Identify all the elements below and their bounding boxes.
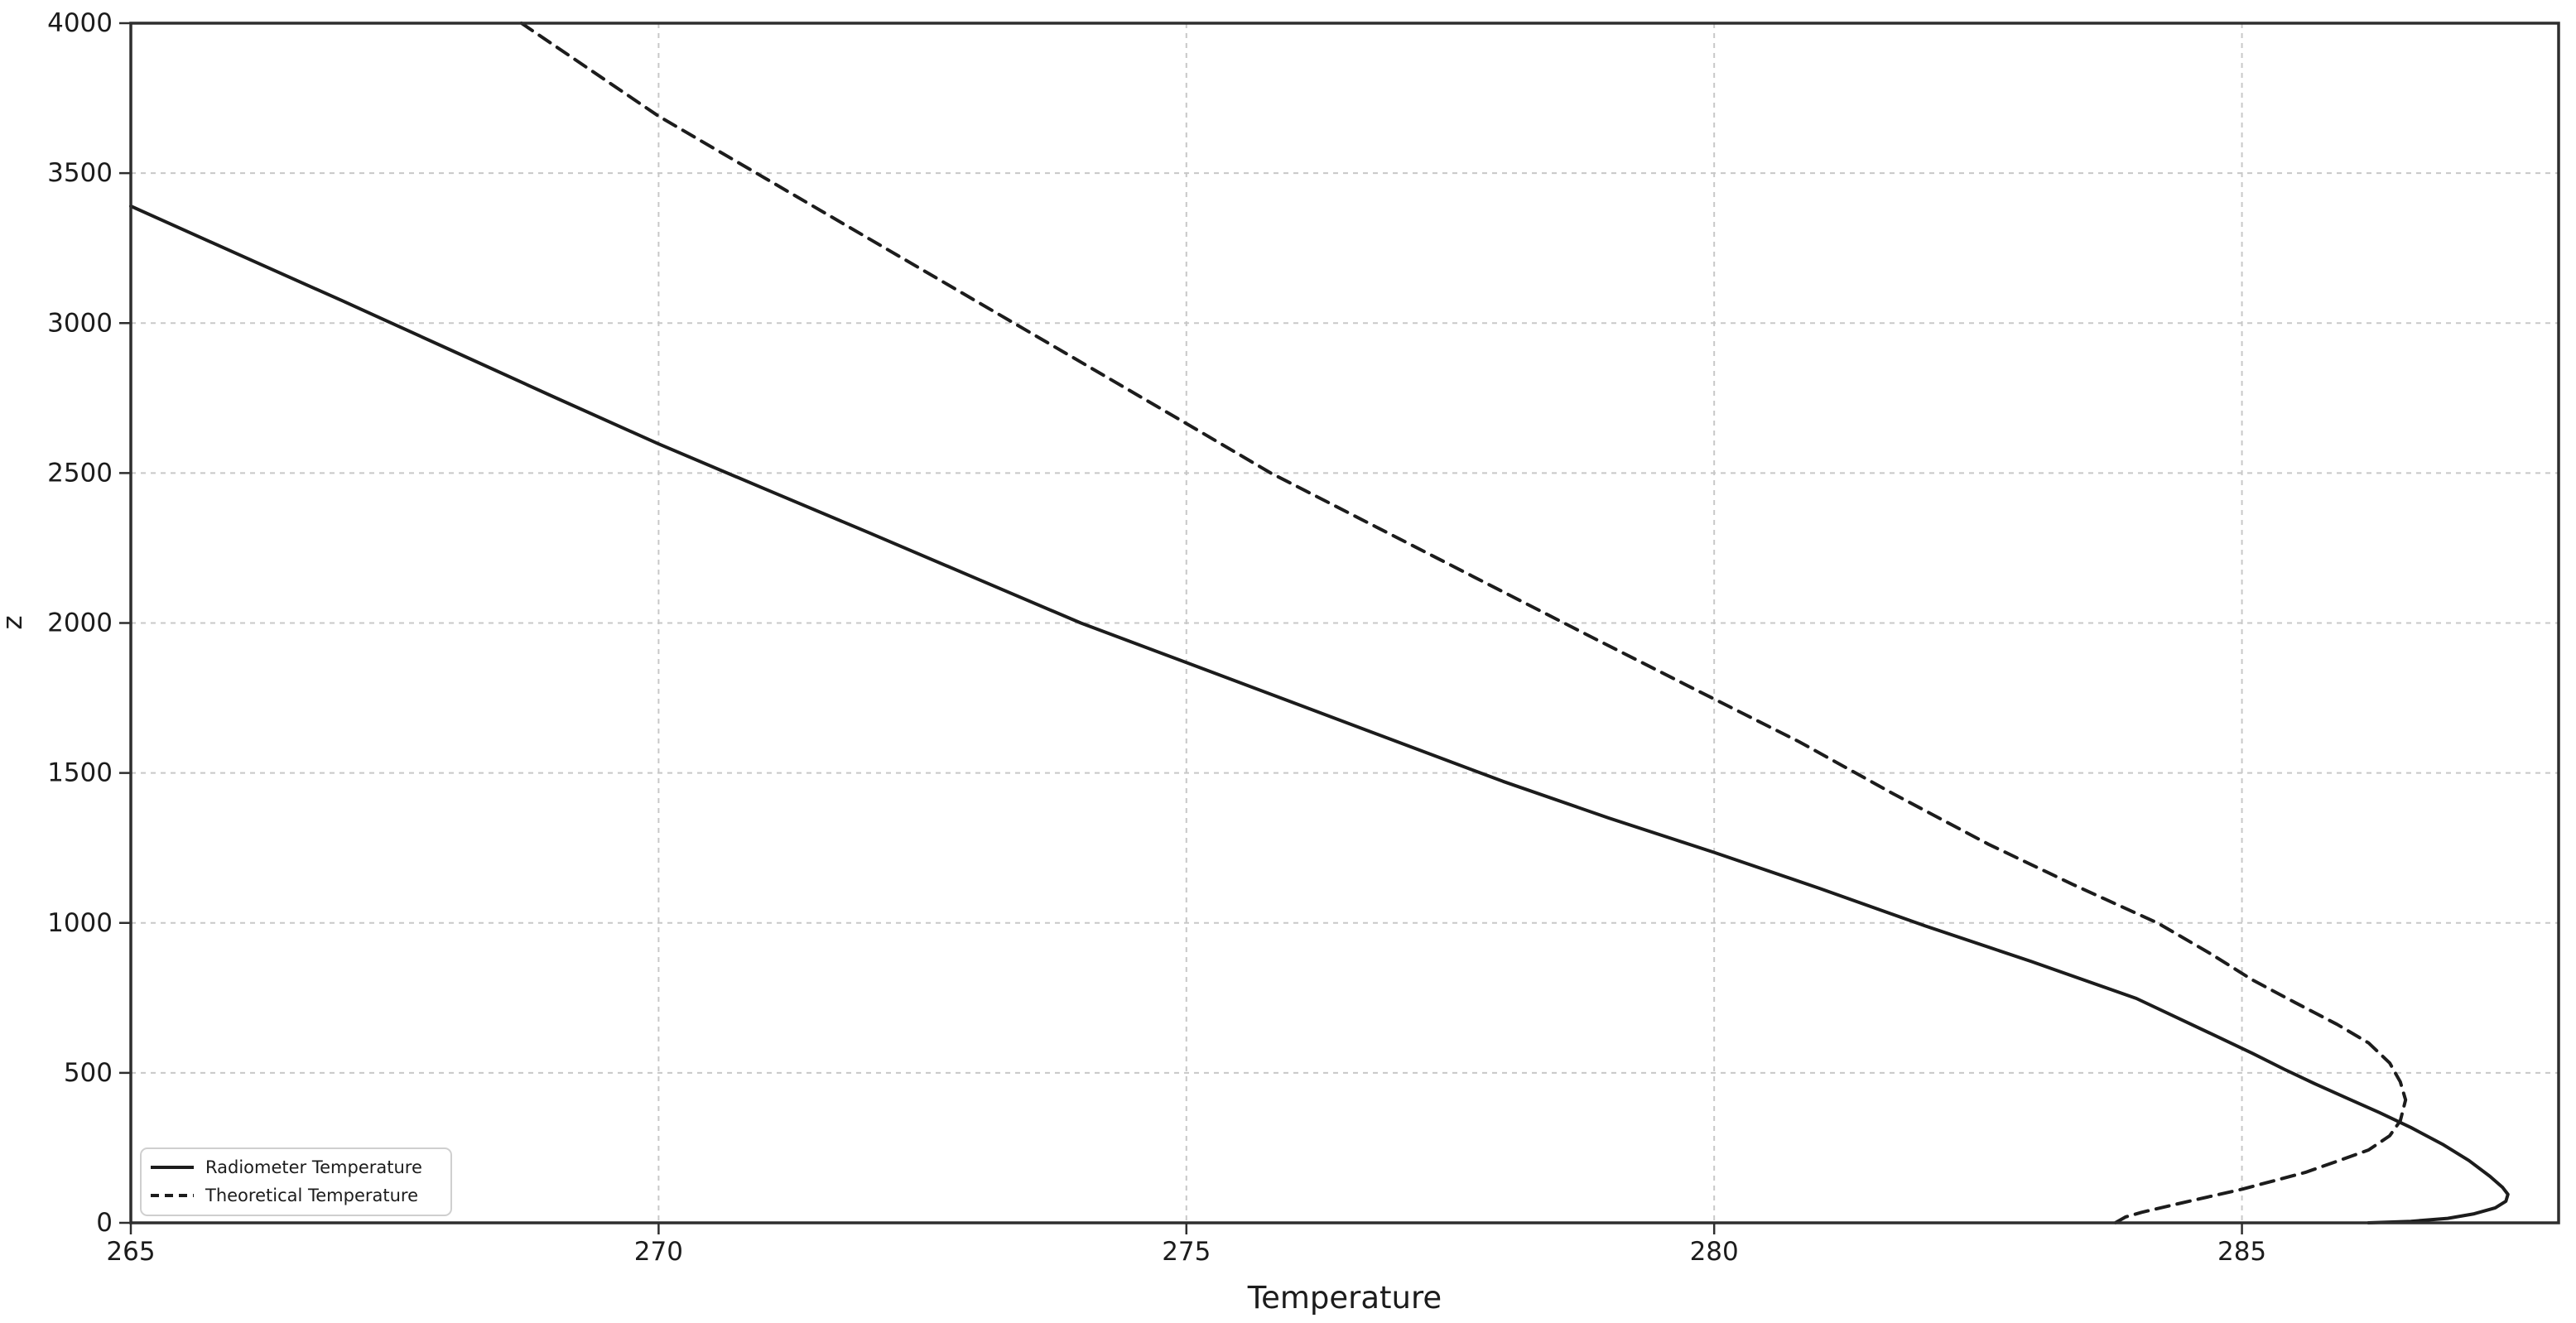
x-tick-label: 270 xyxy=(634,1237,683,1267)
y-tick-label: 1500 xyxy=(47,758,113,788)
legend-label-radiometer: Radiometer Temperature xyxy=(205,1157,422,1177)
x-tick-label: 280 xyxy=(1690,1237,1739,1267)
series-line-radiometer xyxy=(129,204,2510,1224)
legend: Radiometer Temperature Theoretical Tempe… xyxy=(140,1147,452,1216)
y-tick-label: 3500 xyxy=(47,158,113,188)
legend-label-theoretical: Theoretical Temperature xyxy=(205,1186,418,1205)
x-tick-labels: 265 270 275 280 285 xyxy=(106,1237,2266,1267)
y-tick-label: 2000 xyxy=(47,609,113,638)
y-tick-label: 500 xyxy=(64,1058,113,1088)
data-series xyxy=(129,22,2510,1224)
y-axis-label: z xyxy=(0,615,28,629)
x-tick-label: 285 xyxy=(2217,1237,2266,1267)
y-tick-label: 0 xyxy=(96,1208,113,1238)
x-tick-label: 265 xyxy=(106,1237,155,1267)
series-line-theoretical xyxy=(519,22,2408,1224)
y-tick-label: 2500 xyxy=(47,458,113,488)
plot-border xyxy=(129,22,2560,1224)
y-tick-label: 3000 xyxy=(47,308,113,338)
legend-box xyxy=(140,1147,452,1216)
x-tick-label: 275 xyxy=(1162,1237,1211,1267)
x-axis-label: Temperature xyxy=(1247,1280,1442,1316)
y-tick-labels: 0 500 1000 1500 2000 2500 3000 3500 4000 xyxy=(47,8,113,1238)
y-tick-label: 4000 xyxy=(47,8,113,38)
y-tick-label: 1000 xyxy=(47,908,113,938)
tick-marks xyxy=(119,22,2243,1234)
